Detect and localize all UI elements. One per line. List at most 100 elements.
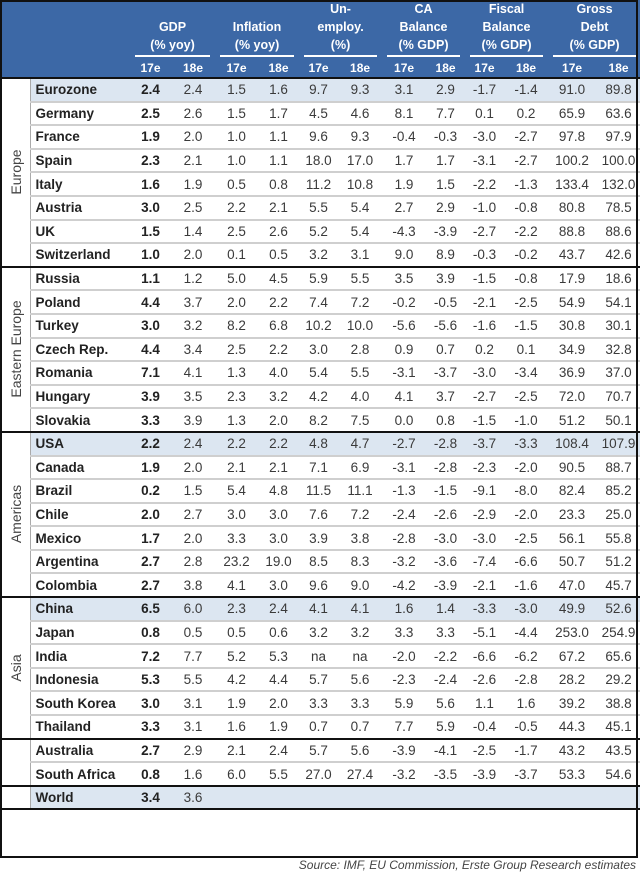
value-cell: 65.9 [548, 101, 597, 127]
value-cell: -3.9 [465, 762, 505, 787]
value-cell: 2.0 [130, 502, 171, 528]
value-cell: -3.5 [426, 762, 466, 787]
table-row: Europe Eurozone 2.4 2.4 1.5 1.6 9.7 9.3 3.1 2.9 -1… [0, 78, 640, 268]
value-cell: -2.8 [382, 526, 427, 551]
value-cell: 67.2 [548, 644, 597, 669]
value-cell: 90.5 [548, 455, 597, 481]
value-cell: 72.0 [548, 384, 597, 410]
source-note: Source: IMF, EU Commission, Erste Group … [298, 858, 636, 872]
value-cell: 50.1 [596, 408, 640, 433]
value-cell: 1.5 [130, 219, 171, 245]
region-label [0, 738, 30, 787]
value-cell: 4.4 [258, 667, 300, 693]
value-cell: -3.1 [382, 361, 427, 386]
value-cell: -2.7 [382, 431, 427, 457]
value-cell: 2.4 [258, 597, 300, 622]
value-cell: -6.6 [504, 549, 549, 575]
value-cell: 2.0 [171, 243, 216, 268]
value-cell: 3.7 [171, 290, 216, 315]
country-name: Canada [29, 455, 130, 481]
value-cell [596, 785, 640, 811]
value-cell: 97.8 [548, 125, 597, 150]
value-cell: 1.7 [382, 148, 427, 174]
value-cell: 49.9 [548, 597, 597, 622]
value-cell: 3.7 [426, 384, 466, 410]
country-name: Germany [29, 101, 130, 127]
table-row: Asia China 6.5 6.0 2.3 2.4 4.1 4.1 1.6 1.4 -3.3 -3.… [0, 597, 640, 740]
header-blank [1, 0, 130, 58]
country-name: Czech Rep. [29, 337, 130, 363]
value-cell: -5.6 [426, 313, 466, 339]
value-cell: 9.7 [299, 78, 339, 103]
value-cell: 0.9 [382, 337, 427, 363]
value-cell: 43.2 [548, 738, 597, 764]
value-cell: 0.6 [258, 620, 300, 646]
value-cell: -2.8 [504, 667, 549, 693]
value-cell: 8.5 [299, 549, 339, 575]
value-cell: 4.7 [338, 431, 383, 457]
value-cell: -2.1 [465, 573, 505, 599]
value-cell: 6.5 [130, 597, 171, 622]
value-cell: 3.6 [171, 785, 216, 811]
value-cell: 1.2 [171, 266, 216, 292]
value-cell: -3.0 [504, 597, 549, 622]
value-cell: 70.7 [596, 384, 640, 410]
value-cell: 51.2 [596, 549, 640, 575]
country-name: South Africa [29, 762, 130, 787]
value-cell: -1.5 [465, 266, 505, 292]
value-cell: 5.4 [299, 361, 339, 386]
value-cell: 28.2 [548, 667, 597, 693]
year-header: 18e [426, 58, 466, 79]
table-row: India 7.2 7.7 5.2 5.3 na na -2.0 -2.2 -6.6 -6.2 67.… [1, 644, 640, 669]
value-cell: 107.9 [596, 431, 640, 457]
value-cell: 1.3 [215, 361, 259, 386]
value-cell: 5.2 [299, 219, 339, 245]
country-name: Thailand [29, 715, 130, 740]
value-cell: 5.0 [215, 266, 259, 292]
value-cell: 2.1 [258, 455, 300, 481]
value-cell: 38.8 [596, 691, 640, 717]
value-cell: -2.5 [465, 738, 505, 764]
country-name: Brazil [29, 479, 130, 504]
year-header: 18e [596, 58, 640, 79]
column-group-header: Inflation (% yoy) [215, 0, 300, 58]
country-name: Chile [29, 502, 130, 528]
value-cell: -3.9 [426, 219, 466, 245]
value-cell: 2.0 [258, 691, 300, 717]
value-cell: -1.5 [465, 408, 505, 433]
value-cell: 2.5 [215, 219, 259, 245]
value-cell: -3.7 [504, 762, 549, 787]
value-cell: 5.6 [338, 667, 383, 693]
value-cell: -3.7 [465, 431, 505, 457]
value-cell: 32.8 [596, 337, 640, 363]
value-cell: 3.9 [171, 408, 216, 433]
value-cell: 54.1 [596, 290, 640, 315]
table-row: Switzerland 1.0 2.0 0.1 0.5 3.2 3.1 9.0 8.9 -0.3-… [1, 243, 640, 268]
value-cell: 54.9 [548, 290, 597, 315]
value-cell: 6.0 [171, 597, 216, 622]
country-name: Hungary [29, 384, 130, 410]
table-row: Argentina 2.7 2.8 23.2 19.0 8.5 8.3 -3.2 -3.6 -7.… [1, 549, 640, 575]
value-cell: 5.3 [130, 667, 171, 693]
value-cell: 89.8 [596, 78, 640, 103]
column-group-title: CA Balance (% GDP) [387, 0, 461, 57]
value-cell: 56.1 [548, 526, 597, 551]
column-group-header: CA Balance (% GDP) [382, 0, 466, 58]
value-cell: 2.9 [171, 738, 216, 764]
value-cell: -2.2 [465, 172, 505, 197]
value-cell: 3.8 [338, 526, 383, 551]
country-name: Mexico [29, 526, 130, 551]
value-cell: 7.7 [426, 101, 466, 127]
value-cell: 1.9 [130, 455, 171, 481]
value-cell: 0.5 [215, 620, 259, 646]
table-row: Italy 1.6 1.9 0.5 0.8 11.2 10.8 1.9 1.5 -2.2 -1.3 1… [1, 172, 640, 197]
value-cell: 39.2 [548, 691, 597, 717]
value-cell: -3.1 [382, 455, 427, 481]
table-row: Poland 4.4 3.7 2.0 2.2 7.4 7.2 -0.2 -0.5 -2.1 -2.5… [1, 290, 640, 315]
value-cell: -0.5 [426, 290, 466, 315]
value-cell: 6.8 [258, 313, 300, 339]
value-cell: 5.6 [338, 738, 383, 764]
value-cell: 5.7 [299, 738, 339, 764]
value-cell: -5.1 [465, 620, 505, 646]
value-cell [504, 785, 549, 811]
